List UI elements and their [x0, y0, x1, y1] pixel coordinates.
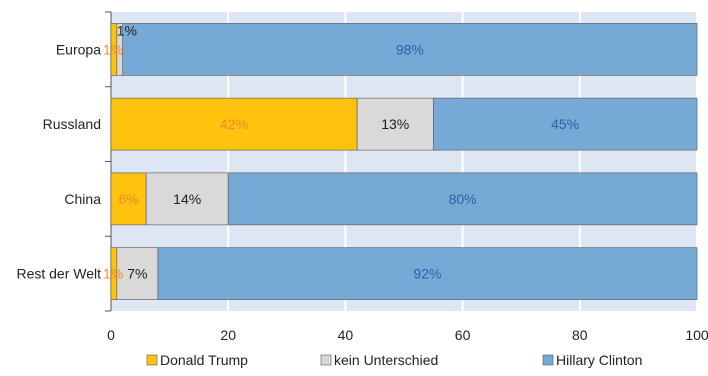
bars: 1%1%98%42% 13% 45%6% 14% 80%1% 7% 92% [103, 22, 698, 300]
bar-segment-hillary-clinton [157, 247, 698, 300]
legend-label: Hillary Clinton [556, 352, 642, 368]
bar-segment-donald-trump [110, 172, 147, 226]
category-label: China [64, 191, 101, 207]
category-labels: Europa Russland China Rest der Welt [16, 41, 101, 281]
category-label: Rest der Welt [16, 266, 101, 282]
bar-segment-hillary-clinton [122, 23, 698, 76]
legend-label: kein Unterschied [334, 352, 438, 368]
x-tick-labels: 0 20 40 60 80 100 [107, 327, 708, 343]
bar-segment-hillary-clinton [227, 172, 698, 226]
data-label: 1% [103, 266, 123, 282]
data-label: 6% [118, 191, 138, 207]
x-tick-label: 20 [220, 327, 236, 343]
data-label: 13% [381, 116, 409, 132]
x-tick-label: 100 [685, 327, 708, 343]
legend-swatch [146, 354, 158, 366]
legend: Donald Trump kein Unterschied Hillary Clin… [146, 352, 642, 368]
legend-swatch [320, 354, 332, 366]
data-label: 1% [103, 41, 123, 57]
data-label: 80% [449, 191, 477, 207]
x-tick-label: 40 [338, 327, 354, 343]
x-tick-label: 80 [572, 327, 588, 343]
category-label: Europa [56, 41, 101, 57]
category-label: Russland [43, 116, 101, 132]
legend-swatch [542, 354, 554, 366]
legend-label: Donald Trump [160, 352, 248, 368]
bar-segment-kein-unterschied [145, 172, 229, 226]
bar-segment-kein-unterschied [356, 97, 434, 151]
bar-segment-kein-unterschied [116, 247, 159, 300]
data-label: 7% [127, 266, 147, 282]
data-label: 45% [551, 116, 579, 132]
x-tick-label: 0 [107, 327, 115, 343]
data-label: 1% [117, 22, 137, 38]
data-label: 14% [173, 191, 201, 207]
data-label: 92% [413, 266, 441, 282]
x-tick-label: 60 [455, 327, 471, 343]
bar-segment-hillary-clinton [432, 97, 698, 151]
data-label: 42% [220, 116, 248, 132]
data-label: 98% [396, 41, 424, 57]
bar-segment-donald-trump [110, 97, 358, 151]
